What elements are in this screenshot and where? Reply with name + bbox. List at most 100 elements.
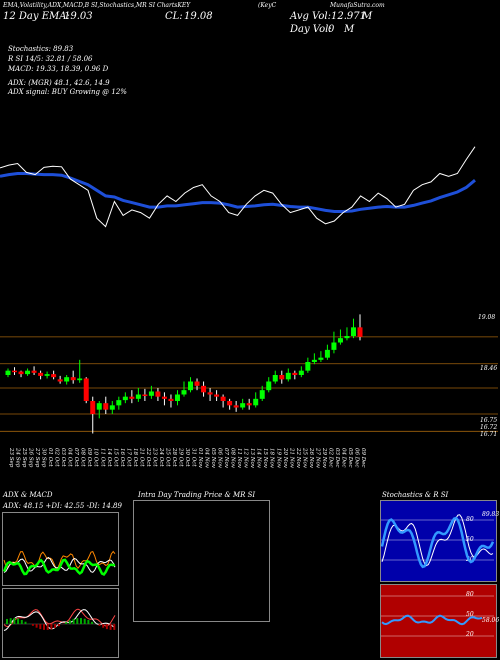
candle-body xyxy=(279,375,285,380)
candle-body xyxy=(5,370,11,375)
price-label-low2: 16.72 xyxy=(480,424,498,431)
date-label: 14 Nov xyxy=(256,448,262,469)
price-label-mid: 18.46 xyxy=(480,365,498,372)
panel-lines xyxy=(2,514,495,637)
candle-body xyxy=(64,377,70,382)
candle-body xyxy=(298,370,304,375)
date-label: 23 Sep xyxy=(8,447,14,468)
candle-body xyxy=(103,403,109,410)
macd-hist-bar xyxy=(91,621,94,624)
stochastics-text: Stochastics: 89.83 xyxy=(8,45,74,53)
candle-body xyxy=(174,394,180,401)
avg-vol-label: Avg Vol: xyxy=(290,11,331,22)
date-label: 05 Nov xyxy=(210,448,216,469)
date-label: 21 Oct xyxy=(138,447,144,467)
rsi-panel xyxy=(380,584,497,658)
date-label: 19 Nov xyxy=(275,448,281,469)
date-axis: 23 Sep 24 Sep 25 Sep 26 Sep 27 Sep 30 Sep 01 O… xyxy=(8,447,366,469)
candle-body xyxy=(331,342,337,350)
date-label: 26 Sep xyxy=(28,447,34,468)
date-label: 01 Oct xyxy=(47,448,53,467)
candle-body xyxy=(31,370,37,373)
candle-body xyxy=(285,372,291,380)
date-label: 11 Oct xyxy=(99,448,105,467)
candle-body xyxy=(272,375,278,382)
candle-body xyxy=(201,385,207,393)
date-label: 12 Nov xyxy=(243,448,249,469)
candle-body xyxy=(18,371,24,375)
candle-body xyxy=(135,394,141,399)
rsi-line xyxy=(381,614,483,626)
candle-body xyxy=(233,405,239,408)
close-value: 19.08 xyxy=(184,11,213,22)
macd-hist-bar xyxy=(109,624,112,630)
candle-body xyxy=(194,381,200,386)
candle-body xyxy=(155,391,161,397)
macd-hist-bar xyxy=(102,624,105,628)
macd-hist-bar xyxy=(9,618,12,624)
ema12-value: 19.03 xyxy=(64,11,93,22)
candle-body xyxy=(350,327,356,336)
macd-panel xyxy=(2,588,119,658)
date-label: 07 Nov xyxy=(223,448,229,469)
candle-body xyxy=(207,392,213,395)
macd-hist-bar xyxy=(31,624,34,626)
candlestick-chart xyxy=(0,314,498,434)
date-label: 31 Oct xyxy=(191,448,197,467)
macd-hist-bar xyxy=(35,624,38,628)
date-label: 07 Oct xyxy=(73,448,79,467)
candle-body xyxy=(357,327,363,337)
day-vol-value: 0 xyxy=(328,24,335,35)
date-label: 10 Oct xyxy=(93,448,99,467)
date-label: 09 Dec xyxy=(360,448,366,468)
price-label-top: 19.08 xyxy=(478,314,496,321)
price-label-low3: 16.71 xyxy=(480,431,498,438)
candle-body xyxy=(96,403,102,410)
candle-body xyxy=(38,372,44,376)
date-label: 03 Dec xyxy=(334,448,340,468)
date-label: 18 Nov xyxy=(269,448,275,469)
date-label: 02 Oct xyxy=(54,448,60,467)
candle-body xyxy=(188,381,194,391)
date-label: 26 Nov xyxy=(308,447,314,469)
day-vol-label: Day Vol: xyxy=(290,24,332,35)
stoch-title: Stochastics & R SI xyxy=(382,491,449,499)
date-label: 05 Dec xyxy=(347,448,353,468)
subtitle-line: EMA,Volatility,ADX,MACD,B SI,Stochastics… xyxy=(3,2,191,9)
macd-hist-bar xyxy=(46,624,49,630)
macd-hist-bar xyxy=(68,620,71,624)
date-label: 24 Oct xyxy=(158,447,164,467)
rsi-last: 58.06 xyxy=(482,617,500,624)
site-link[interactable]: MunafaSutra.com xyxy=(330,2,385,9)
macd-line xyxy=(3,609,116,631)
date-label: 27 Nov xyxy=(314,447,320,469)
macd-hist-bar xyxy=(24,621,27,624)
rsi-level-20: 20 xyxy=(466,631,474,638)
candle-body xyxy=(259,390,265,399)
macd-hist-bar xyxy=(13,618,16,624)
candle-body xyxy=(253,398,259,406)
macd-hist-bar xyxy=(20,619,23,624)
candle-body xyxy=(70,377,76,381)
stoch-level-50: 50 xyxy=(466,536,474,543)
macd-hist-bar xyxy=(76,618,79,624)
candle-body xyxy=(51,374,57,378)
adx-di-minus-line xyxy=(3,550,116,570)
candle-body xyxy=(337,338,343,343)
date-label: 18 Oct xyxy=(132,448,138,467)
macd-hist-bar xyxy=(43,624,45,630)
date-label: 20 Nov xyxy=(282,447,288,469)
stoch-last: 89.83 xyxy=(482,511,500,518)
macd-hist-bar xyxy=(87,620,90,624)
adx-macd-values: ADX: 48.15 +DI: 42.55 -DI: 14.89 xyxy=(3,502,122,510)
rsi-level-50: 50 xyxy=(466,611,474,618)
day-vol-unit: M xyxy=(344,24,355,35)
ema12-label: 12 Day EMA: xyxy=(3,11,70,22)
candle-body xyxy=(318,357,324,360)
date-label: 02 Dec xyxy=(327,448,333,468)
macd-hist-bar xyxy=(113,624,116,630)
date-label: 15 Oct xyxy=(112,448,118,467)
date-label: 04 Nov xyxy=(204,448,210,469)
date-label: 30 Oct xyxy=(184,448,190,467)
adx-text: ADX: (MGR) 48.1, 42.6, 14.9 xyxy=(8,79,110,87)
